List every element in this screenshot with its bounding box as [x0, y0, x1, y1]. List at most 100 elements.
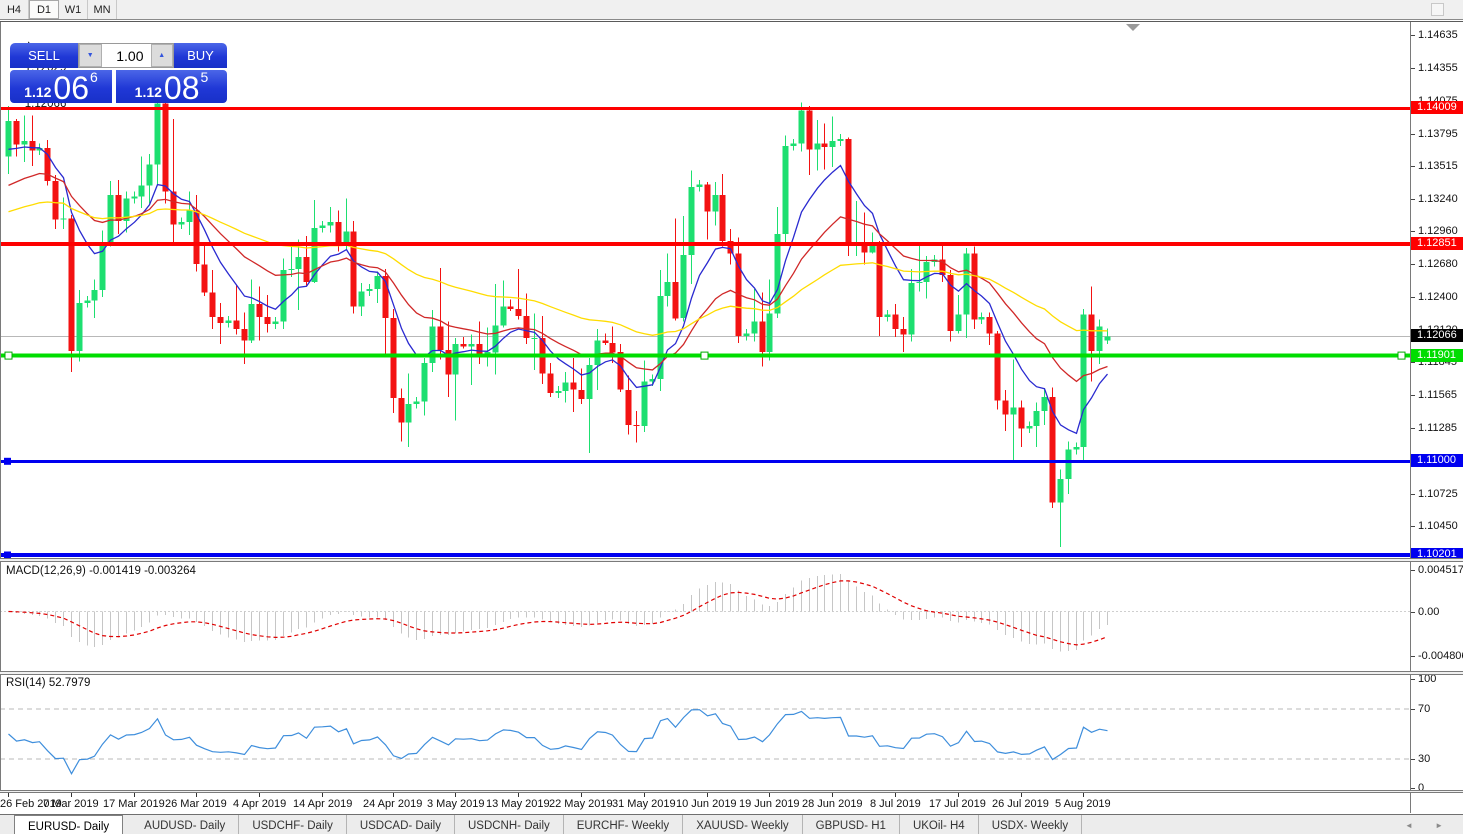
chart-tab-usdcnh[interactable]: USDCNH- Daily: [455, 815, 564, 834]
date-label: 3 May 2019: [427, 798, 485, 810]
date-tick-mark: [196, 793, 197, 797]
chart-tab-ukoil[interactable]: UKOil- H4: [900, 815, 979, 834]
date-tick-mark: [832, 793, 833, 797]
date-label: 8 Jul 2019: [870, 798, 921, 810]
rsi-axis-label: 30: [1418, 753, 1431, 765]
axis-tick-mark: [1411, 526, 1415, 527]
hline-price-flag: 1.12851: [1411, 237, 1463, 250]
price-tick-label: 1.14355: [1418, 62, 1458, 74]
date-tick-mark: [644, 793, 645, 797]
axis-tick-mark: [1411, 656, 1415, 657]
ma-ema22-line: [8, 172, 1108, 383]
date-tick-mark: [581, 793, 582, 797]
axis-tick-mark: [1411, 759, 1415, 760]
date-tick-mark: [707, 793, 708, 797]
timeframe-button-mn[interactable]: MN: [88, 0, 117, 19]
volume-increase-icon[interactable]: ▲: [150, 44, 173, 67]
chart-surface[interactable]: [0, 0, 1410, 834]
ma-ema55-line: [8, 201, 1108, 336]
chart-tab-usdx[interactable]: USDX- Weekly: [979, 815, 1083, 834]
macd-signal-line: [8, 580, 1108, 646]
rsi-axis-label: 100: [1418, 673, 1437, 685]
hline-price-flag: 1.10201: [1411, 548, 1463, 561]
price-tick-label: 1.10450: [1418, 520, 1458, 532]
axis-tick-mark: [1411, 68, 1415, 69]
toolbar-corner-box: [1431, 3, 1444, 16]
pane-splitter-macd[interactable]: [0, 558, 1463, 562]
axis-tick-mark: [1411, 297, 1415, 298]
date-label: 22 May 2019: [549, 798, 613, 810]
date-tick-mark: [259, 793, 260, 797]
price-tick-label: 1.12680: [1418, 258, 1458, 270]
buy-price-panel[interactable]: 1.12 08 5: [116, 69, 227, 104]
axis-tick-mark: [1411, 612, 1415, 613]
macd-histogram: [16, 574, 1108, 652]
axis-tick-mark: [1411, 494, 1415, 495]
macd-axis-label: -0.004806: [1418, 650, 1463, 662]
timeframe-button-d1[interactable]: D1: [29, 0, 59, 19]
buy-price-prefix: 1.12: [134, 84, 162, 100]
axis-tick-mark: [1411, 709, 1415, 710]
tab-scroll-arrows[interactable]: ◄ ►: [1404, 821, 1453, 830]
price-axis-separator: [1410, 22, 1411, 813]
timeframe-button-h4[interactable]: H4: [0, 0, 29, 19]
date-tick-mark: [518, 793, 519, 797]
chart-tab-bar: EURUSD- Daily AUDUSD- Daily USDCHF- Daily U…: [0, 814, 1463, 834]
hline-handle[interactable]: [4, 551, 11, 559]
volume-stepper: ▼ ▲: [78, 43, 174, 68]
date-label: 14 Apr 2019: [293, 798, 353, 810]
hline-handle[interactable]: [4, 351, 13, 360]
macd-label: MACD(12,26,9) -0.001419 -0.003264: [6, 565, 196, 577]
pane-splitter-rsi[interactable]: [0, 671, 1463, 675]
window-border: [0, 19, 1463, 20]
price-tick-label: 1.13515: [1418, 160, 1458, 172]
bid-price-flag: 1.12066: [1411, 329, 1463, 342]
candles: [5, 95, 1111, 547]
date-label: 17 Jul 2019: [929, 798, 986, 810]
rsi-line: [8, 709, 1108, 775]
axis-tick-mark: [1411, 35, 1415, 36]
chart-tab-eurchf[interactable]: EURCHF- Weekly: [564, 815, 684, 834]
hline-handle[interactable]: [1397, 351, 1406, 360]
sell-price-panel[interactable]: 1.12 06 6: [10, 69, 112, 104]
chart-tab-gbpusd[interactable]: GBPUSD- H1: [803, 815, 900, 834]
axis-tick-mark: [1411, 166, 1415, 167]
window-border: [0, 21, 1463, 22]
chart-tab-eurusd[interactable]: EURUSD- Daily: [14, 815, 124, 834]
date-tick-mark: [134, 793, 135, 797]
rsi-label: RSI(14) 52.7979: [6, 677, 91, 689]
price-tick-label: 1.13795: [1418, 128, 1458, 140]
timeframe-button-w1[interactable]: W1: [59, 0, 88, 19]
date-tick-mark: [8, 793, 9, 797]
chart-shift-marker-icon[interactable]: [1126, 24, 1140, 31]
date-tick-mark: [769, 793, 770, 797]
sell-button[interactable]: SELL: [10, 43, 78, 68]
date-label: 13 May 2019: [486, 798, 550, 810]
chart-tab-xauusd[interactable]: XAUUSD- Weekly: [683, 815, 803, 834]
timeframe-toolbar: H4 D1 W1 MN: [0, 0, 1463, 19]
chart-left-border: [0, 22, 1, 813]
chart-tab-usdchf[interactable]: USDCHF- Daily: [239, 815, 347, 834]
price-tick-label: 1.12400: [1418, 291, 1458, 303]
date-tick-mark: [1021, 793, 1022, 797]
axis-tick-mark: [1411, 570, 1415, 571]
date-tick-mark: [958, 793, 959, 797]
buy-button[interactable]: BUY: [174, 43, 227, 68]
date-axis-separator: [0, 790, 1463, 793]
chart-tab-audusd[interactable]: AUDUSD- Daily: [131, 815, 240, 834]
date-label: 26 Mar 2019: [165, 798, 227, 810]
hline-price-flag: 1.14009: [1411, 101, 1463, 114]
chart-tab-usdcad[interactable]: USDCAD- Daily: [347, 815, 455, 834]
macd-axis-label: 0.004517: [1418, 564, 1463, 576]
sell-price-prefix: 1.12: [24, 84, 52, 100]
volume-input[interactable]: [101, 44, 151, 67]
price-tick-label: 1.14635: [1418, 29, 1458, 41]
hline-handle[interactable]: [4, 457, 11, 465]
axis-tick-mark: [1411, 362, 1415, 363]
date-label: 26 Feb 2019: [0, 798, 62, 810]
date-label: 4 Apr 2019: [233, 798, 287, 810]
date-label: 10 Jun 2019: [676, 798, 737, 810]
hline-handle[interactable]: [700, 351, 709, 360]
date-label: 5 Aug 2019: [1055, 798, 1111, 810]
volume-decrease-icon[interactable]: ▼: [79, 44, 102, 67]
